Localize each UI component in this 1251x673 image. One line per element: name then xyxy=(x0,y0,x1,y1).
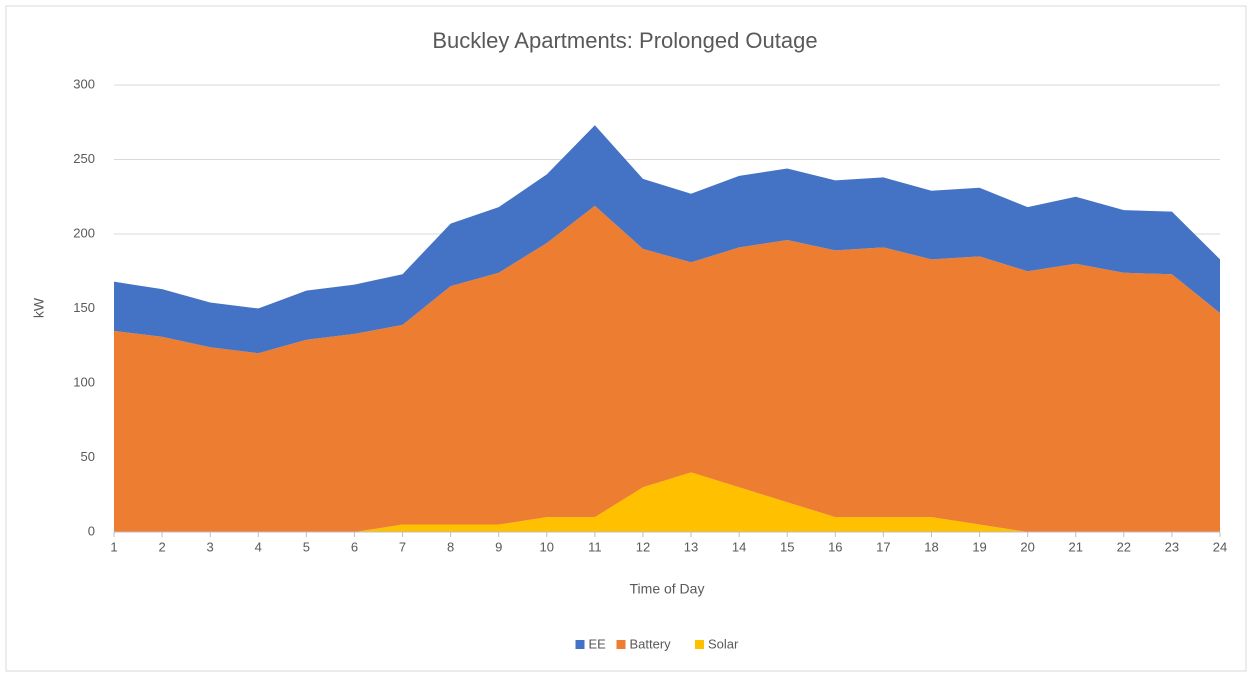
x-tick-label: 14 xyxy=(732,539,746,554)
y-tick-label: 0 xyxy=(88,523,95,538)
x-tick-label: 9 xyxy=(495,539,502,554)
legend-swatch xyxy=(695,640,704,649)
y-axis-title: kW xyxy=(31,297,47,318)
x-tick-label: 16 xyxy=(828,539,842,554)
x-tick-label: 13 xyxy=(684,539,698,554)
x-tick-label: 20 xyxy=(1020,539,1034,554)
x-tick-label: 18 xyxy=(924,539,938,554)
area xyxy=(114,125,1220,354)
x-tick-label: 1 xyxy=(110,539,117,554)
x-tick-label: 21 xyxy=(1069,539,1083,554)
legend-swatch xyxy=(575,640,585,649)
chart-title: Buckley Apartments: Prolonged Outage xyxy=(432,28,817,53)
x-tick-label: 6 xyxy=(351,539,358,554)
x-axis-title: Time of Day xyxy=(630,581,705,597)
x-tick-label: 24 xyxy=(1213,539,1227,554)
areas xyxy=(114,125,1220,532)
x-tick-label: 7 xyxy=(399,539,406,554)
legend: EE Battery Solar xyxy=(575,636,739,651)
legend-label: Solar xyxy=(708,636,739,651)
y-tick-label: 250 xyxy=(73,151,95,166)
x-tick-label: 10 xyxy=(540,539,554,554)
x-tick-label: 2 xyxy=(158,539,165,554)
x-tick-label: 17 xyxy=(876,539,890,554)
area xyxy=(114,472,1220,532)
x-tick-label: 8 xyxy=(447,539,454,554)
x-tick-label: 11 xyxy=(588,539,602,554)
y-tick-label: 300 xyxy=(73,76,95,91)
x-tick-label: 3 xyxy=(207,539,214,554)
legend-label: Battery xyxy=(630,636,672,651)
legend-label: EE xyxy=(589,636,607,651)
x-tick-label: 4 xyxy=(255,539,262,554)
y-tick-label: 50 xyxy=(81,449,95,464)
x-tick-label: 23 xyxy=(1165,539,1179,554)
x-tick-label: 19 xyxy=(972,539,986,554)
x-tick-label: 15 xyxy=(780,539,794,554)
legend-swatch xyxy=(616,640,626,649)
y-tick-label: 150 xyxy=(73,300,95,315)
x-tick-label: 22 xyxy=(1117,539,1131,554)
y-tick-label: 200 xyxy=(73,225,95,240)
x-tick-label: 5 xyxy=(303,539,310,554)
y-tick-label: 100 xyxy=(73,374,95,389)
area xyxy=(114,205,1220,532)
x-tick-label: 12 xyxy=(636,539,650,554)
